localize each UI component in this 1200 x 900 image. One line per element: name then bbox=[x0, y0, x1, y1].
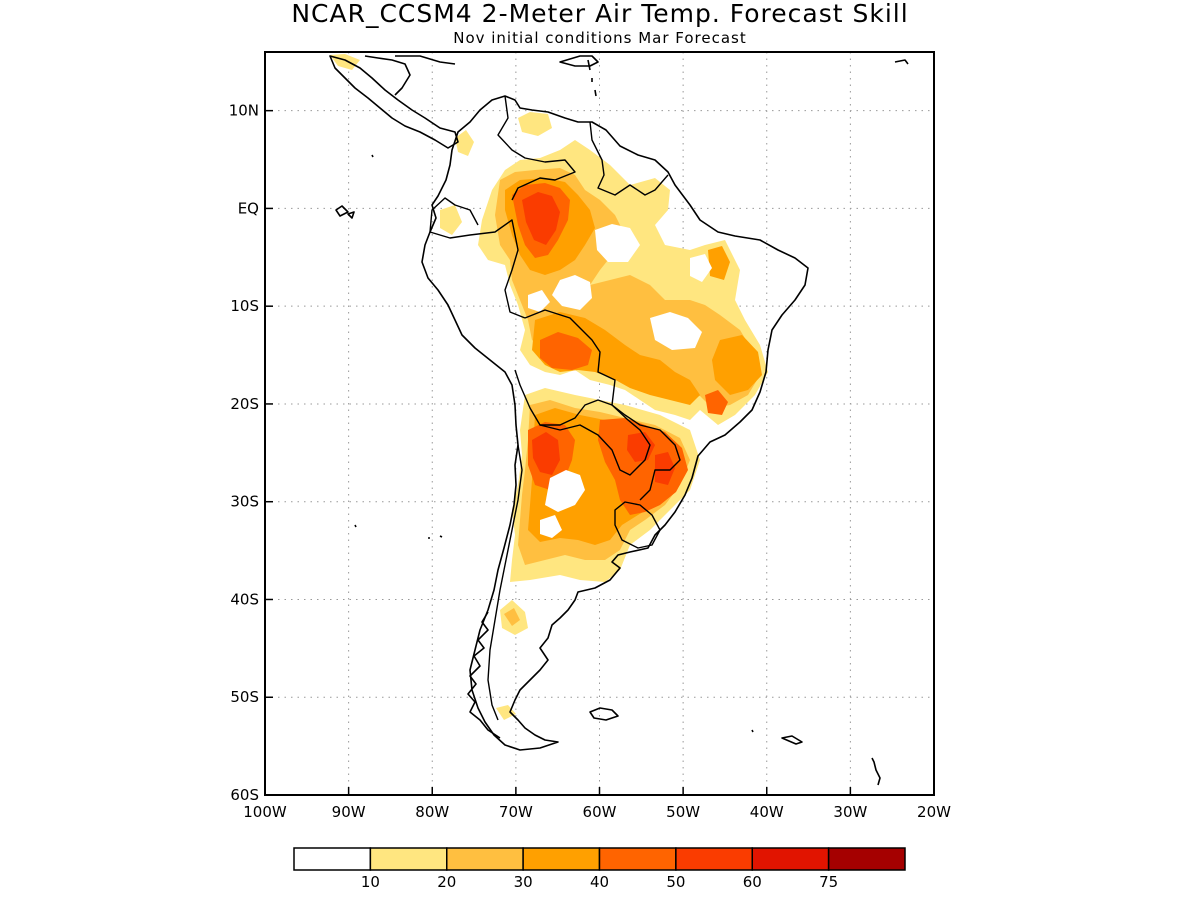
galapagos-islands bbox=[335, 205, 355, 219]
border-brazil-peru-bolivia bbox=[514, 309, 616, 426]
cuba-coastline bbox=[395, 55, 456, 65]
legend-label: 30 bbox=[514, 873, 533, 891]
skill-region-50-60-brazil-south bbox=[655, 452, 675, 485]
hispaniola-coastline bbox=[559, 55, 599, 67]
lat-tick-label: 20S bbox=[230, 395, 259, 413]
legend-label: 20 bbox=[437, 873, 456, 891]
skill-region-40-50-bolivia bbox=[540, 332, 592, 370]
border-colombia-venezuela bbox=[497, 95, 576, 201]
skill-region-below-10-d bbox=[545, 470, 585, 512]
skill-region-below-10-b bbox=[595, 224, 640, 262]
central-america-coastline bbox=[329, 55, 459, 149]
legend-swatch bbox=[293, 847, 372, 871]
lat-tick-label: 10N bbox=[229, 102, 259, 120]
skill-region-20-30-patagonia bbox=[504, 608, 520, 626]
skill-region-below-10-a bbox=[552, 275, 592, 310]
skill-region-below-10-c bbox=[650, 312, 702, 350]
border-paraguay-brazil bbox=[611, 404, 681, 501]
small-islands bbox=[354, 59, 909, 786]
skill-region-50-60-paraguay bbox=[627, 432, 655, 462]
skill-region-below-10-g bbox=[540, 515, 562, 538]
legend-swatch bbox=[446, 847, 524, 871]
skill-region-10-20-tierra bbox=[496, 705, 516, 720]
legend-swatch bbox=[522, 847, 601, 871]
legend-label: 50 bbox=[666, 873, 685, 891]
legend-label: 10 bbox=[361, 873, 380, 891]
skill-region-10-20-caribbean bbox=[518, 112, 552, 136]
legend-label: 60 bbox=[743, 873, 762, 891]
lon-tick-label: 100W bbox=[243, 803, 287, 821]
lat-tick-label: 40S bbox=[230, 590, 259, 608]
lat-tick-label: 30S bbox=[230, 493, 259, 511]
coastlines bbox=[329, 55, 909, 786]
lat-tick-label: 10S bbox=[230, 297, 259, 315]
border-argentina-bolivia-paraguay bbox=[539, 404, 651, 476]
border-chile-argentina bbox=[487, 444, 523, 721]
lesser-antilles bbox=[587, 59, 597, 97]
skill-region-50-60-amazon bbox=[522, 192, 560, 245]
border-colombia-peru bbox=[429, 219, 526, 319]
border-uruguay bbox=[614, 501, 661, 549]
skill-region-below-10-f bbox=[690, 254, 712, 282]
skill-region-40-50-paraguay bbox=[598, 418, 688, 515]
legend-swatch bbox=[751, 847, 830, 871]
skill-region-30-40-ne bbox=[708, 246, 730, 280]
lon-tick-label: 20W bbox=[917, 803, 951, 821]
skill-region-30-40-east bbox=[712, 335, 762, 395]
skill-region-50-60-chaco bbox=[532, 432, 560, 475]
lat-tick-label: EQ bbox=[238, 199, 259, 217]
skill-region-below-10-e bbox=[528, 290, 550, 312]
skill-region-40-50-se-brazil bbox=[705, 390, 728, 415]
yucatan-coastline bbox=[364, 55, 411, 96]
lon-tick-label: 50W bbox=[666, 803, 700, 821]
axis-labels: 100W 90W 80W 70W 60W 50W 40W 30W 20W 10N EQ 10S 20S 3… bbox=[229, 102, 951, 821]
skill-region-10-20-colombia-west bbox=[440, 205, 462, 235]
legend-label: 40 bbox=[590, 873, 609, 891]
lon-tick-label: 40W bbox=[750, 803, 784, 821]
border-ecuador bbox=[429, 197, 479, 233]
lon-tick-label: 90W bbox=[332, 803, 366, 821]
skill-region-30-40-central bbox=[532, 312, 700, 405]
south-georgia-island bbox=[781, 735, 803, 745]
south-america-coastline bbox=[421, 95, 809, 751]
lon-tick-label: 60W bbox=[583, 803, 617, 821]
border-venezuela-guyana bbox=[589, 121, 669, 196]
lat-tick-label: 60S bbox=[230, 786, 259, 804]
falkland-islands bbox=[589, 707, 619, 721]
map-subtitle: Nov initial conditions Mar Forecast bbox=[453, 29, 747, 47]
chile-fjords bbox=[467, 611, 501, 739]
legend-swatch bbox=[827, 847, 906, 871]
color-legend: 10 20 30 40 50 60 75 bbox=[293, 847, 906, 891]
lat-tick-label: 50S bbox=[230, 688, 259, 706]
map-title: NCAR_CCSM4 2-Meter Air Temp. Forecast Sk… bbox=[291, 0, 909, 28]
legend-swatch bbox=[369, 847, 448, 871]
lon-tick-label: 70W bbox=[499, 803, 533, 821]
skill-region-10-20-central-america bbox=[455, 130, 474, 156]
legend-label: 75 bbox=[819, 873, 838, 891]
lon-tick-label: 30W bbox=[833, 803, 867, 821]
skill-shading bbox=[330, 54, 768, 720]
country-borders bbox=[429, 95, 681, 721]
lon-tick-label: 80W bbox=[415, 803, 449, 821]
plot-frame bbox=[264, 51, 935, 796]
legend-swatch bbox=[598, 847, 677, 871]
legend-swatch bbox=[675, 847, 753, 871]
